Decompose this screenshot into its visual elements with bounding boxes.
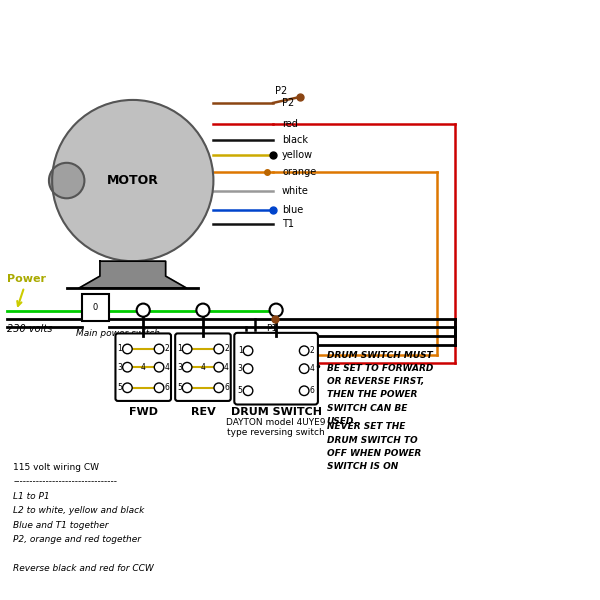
Text: Main power switch: Main power switch [76,329,160,338]
Text: Blue and T1 together: Blue and T1 together [13,521,109,530]
Text: 115 volt wiring CW: 115 volt wiring CW [13,463,100,472]
Text: DRUM SWITCH MUST
BE SET TO FORWARD
OR REVERSE FIRST,
THEN THE POWER
SWITCH CAN B: DRUM SWITCH MUST BE SET TO FORWARD OR RE… [327,351,433,426]
Circle shape [52,100,214,261]
Text: 3: 3 [238,364,243,373]
Text: 4: 4 [224,362,229,371]
Text: MOTOR: MOTOR [107,174,159,187]
Circle shape [122,362,132,372]
Text: FWD: FWD [129,407,158,417]
Circle shape [49,163,85,198]
Text: 2: 2 [310,346,314,355]
Text: 230 volts: 230 volts [7,323,53,334]
Text: 5: 5 [238,386,243,395]
Text: orange: orange [282,167,316,177]
Text: P2: P2 [282,98,295,108]
Text: 1: 1 [238,346,242,355]
Text: red: red [282,119,298,129]
Circle shape [243,364,253,373]
Text: L2 to white, yellow and black: L2 to white, yellow and black [13,506,145,515]
Circle shape [154,383,164,392]
Text: 5: 5 [117,383,122,392]
Text: 6: 6 [164,383,169,392]
Text: 4: 4 [141,362,146,371]
Text: blue: blue [282,205,304,215]
FancyBboxPatch shape [235,333,318,404]
Circle shape [182,362,192,372]
Text: DAYTON model 4UYE9: DAYTON model 4UYE9 [226,418,326,427]
Text: black: black [282,135,308,145]
Text: Reverse black and red for CCW: Reverse black and red for CCW [13,563,154,572]
Circle shape [154,362,164,372]
Circle shape [196,304,209,317]
Circle shape [122,344,132,354]
Text: 2: 2 [224,344,229,353]
Text: 3: 3 [177,362,182,371]
Text: 4: 4 [310,364,314,373]
Text: 0: 0 [93,303,98,312]
Circle shape [122,383,132,392]
Text: L1 to P1: L1 to P1 [13,492,50,501]
Text: Power: Power [7,274,46,306]
Text: white: white [282,187,309,196]
Circle shape [243,386,253,395]
FancyBboxPatch shape [82,294,109,321]
Text: 1: 1 [117,344,122,353]
Text: 4: 4 [200,362,205,371]
Text: 5: 5 [177,383,182,392]
Text: NEVER SET THE
DRUM SWITCH TO
OFF WHEN POWER
SWITCH IS ON: NEVER SET THE DRUM SWITCH TO OFF WHEN PO… [327,422,421,471]
Circle shape [299,364,309,373]
Text: --------------------------------: -------------------------------- [13,478,118,487]
Text: P2: P2 [275,86,287,96]
Text: yellow: yellow [282,151,313,160]
Text: 6: 6 [224,383,229,392]
Circle shape [182,344,192,354]
Text: P2, orange and red together: P2, orange and red together [13,535,142,544]
Text: 1: 1 [177,344,182,353]
Text: P1: P1 [266,324,277,333]
Circle shape [214,362,224,372]
Text: 6: 6 [310,386,314,395]
Circle shape [269,304,283,317]
Circle shape [182,383,192,392]
Circle shape [299,386,309,395]
Polygon shape [79,261,187,288]
Circle shape [214,344,224,354]
Text: type reversing switch: type reversing switch [227,428,325,437]
Circle shape [137,304,150,317]
Text: T1: T1 [282,218,294,229]
Text: DRUM SWITCH: DRUM SWITCH [230,407,322,416]
Text: 2: 2 [164,344,169,353]
Circle shape [243,346,253,356]
FancyBboxPatch shape [175,334,231,401]
Text: 4: 4 [164,362,169,371]
Text: 3: 3 [117,362,122,371]
Circle shape [299,346,309,356]
Text: REV: REV [191,407,215,417]
FancyBboxPatch shape [115,334,171,401]
Circle shape [214,383,224,392]
Circle shape [154,344,164,354]
